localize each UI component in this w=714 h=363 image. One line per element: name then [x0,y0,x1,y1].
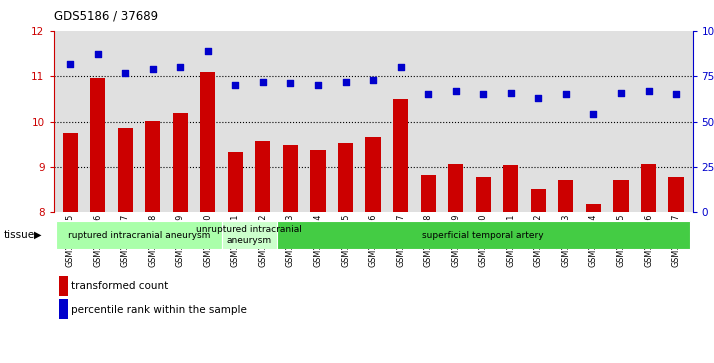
Point [533,95,544,101]
Point [230,82,241,88]
Bar [200,72,216,212]
Point [202,48,213,54]
Point [257,79,268,85]
Text: percentile rank within the sample: percentile rank within the sample [71,305,247,315]
Bar [56,221,221,249]
Bar [90,78,105,212]
Bar [256,141,271,212]
Bar [531,189,546,212]
Bar [476,177,491,212]
Bar [63,133,78,212]
Point [450,88,461,94]
Bar [276,221,690,249]
Point [670,91,682,97]
Text: transformed count: transformed count [71,281,169,291]
Point [64,61,76,66]
Bar [448,164,463,212]
Bar [393,99,408,212]
Bar [558,180,573,212]
Bar [145,121,160,212]
Text: ruptured intracranial aneurysm: ruptured intracranial aneurysm [68,231,210,240]
Point [340,79,351,85]
Text: unruptured intracranial
aneurysm: unruptured intracranial aneurysm [196,225,302,245]
Point [174,64,186,70]
Point [312,82,323,88]
Text: ▶: ▶ [34,230,42,240]
Text: GDS5186 / 37689: GDS5186 / 37689 [54,9,158,22]
Bar [311,150,326,212]
Bar [641,164,656,212]
Point [560,91,572,97]
Point [588,111,599,117]
Bar [503,165,518,212]
Bar [283,145,298,212]
Text: tissue: tissue [4,230,35,240]
Point [367,77,378,83]
Bar [366,138,381,212]
Bar [228,152,243,212]
Point [478,91,489,97]
Bar [613,180,628,212]
Point [423,91,434,97]
Point [92,52,104,57]
Bar [338,143,353,212]
Point [615,90,627,95]
Point [505,90,516,95]
Bar [668,177,683,212]
Point [395,64,406,70]
Bar [421,175,436,212]
Point [119,70,131,76]
Point [643,88,654,94]
Point [285,81,296,86]
Bar [173,113,188,212]
Point [147,66,159,72]
Bar [586,204,601,212]
Text: superficial temporal artery: superficial temporal artery [423,231,544,240]
Bar [221,221,276,249]
Bar [118,129,133,212]
